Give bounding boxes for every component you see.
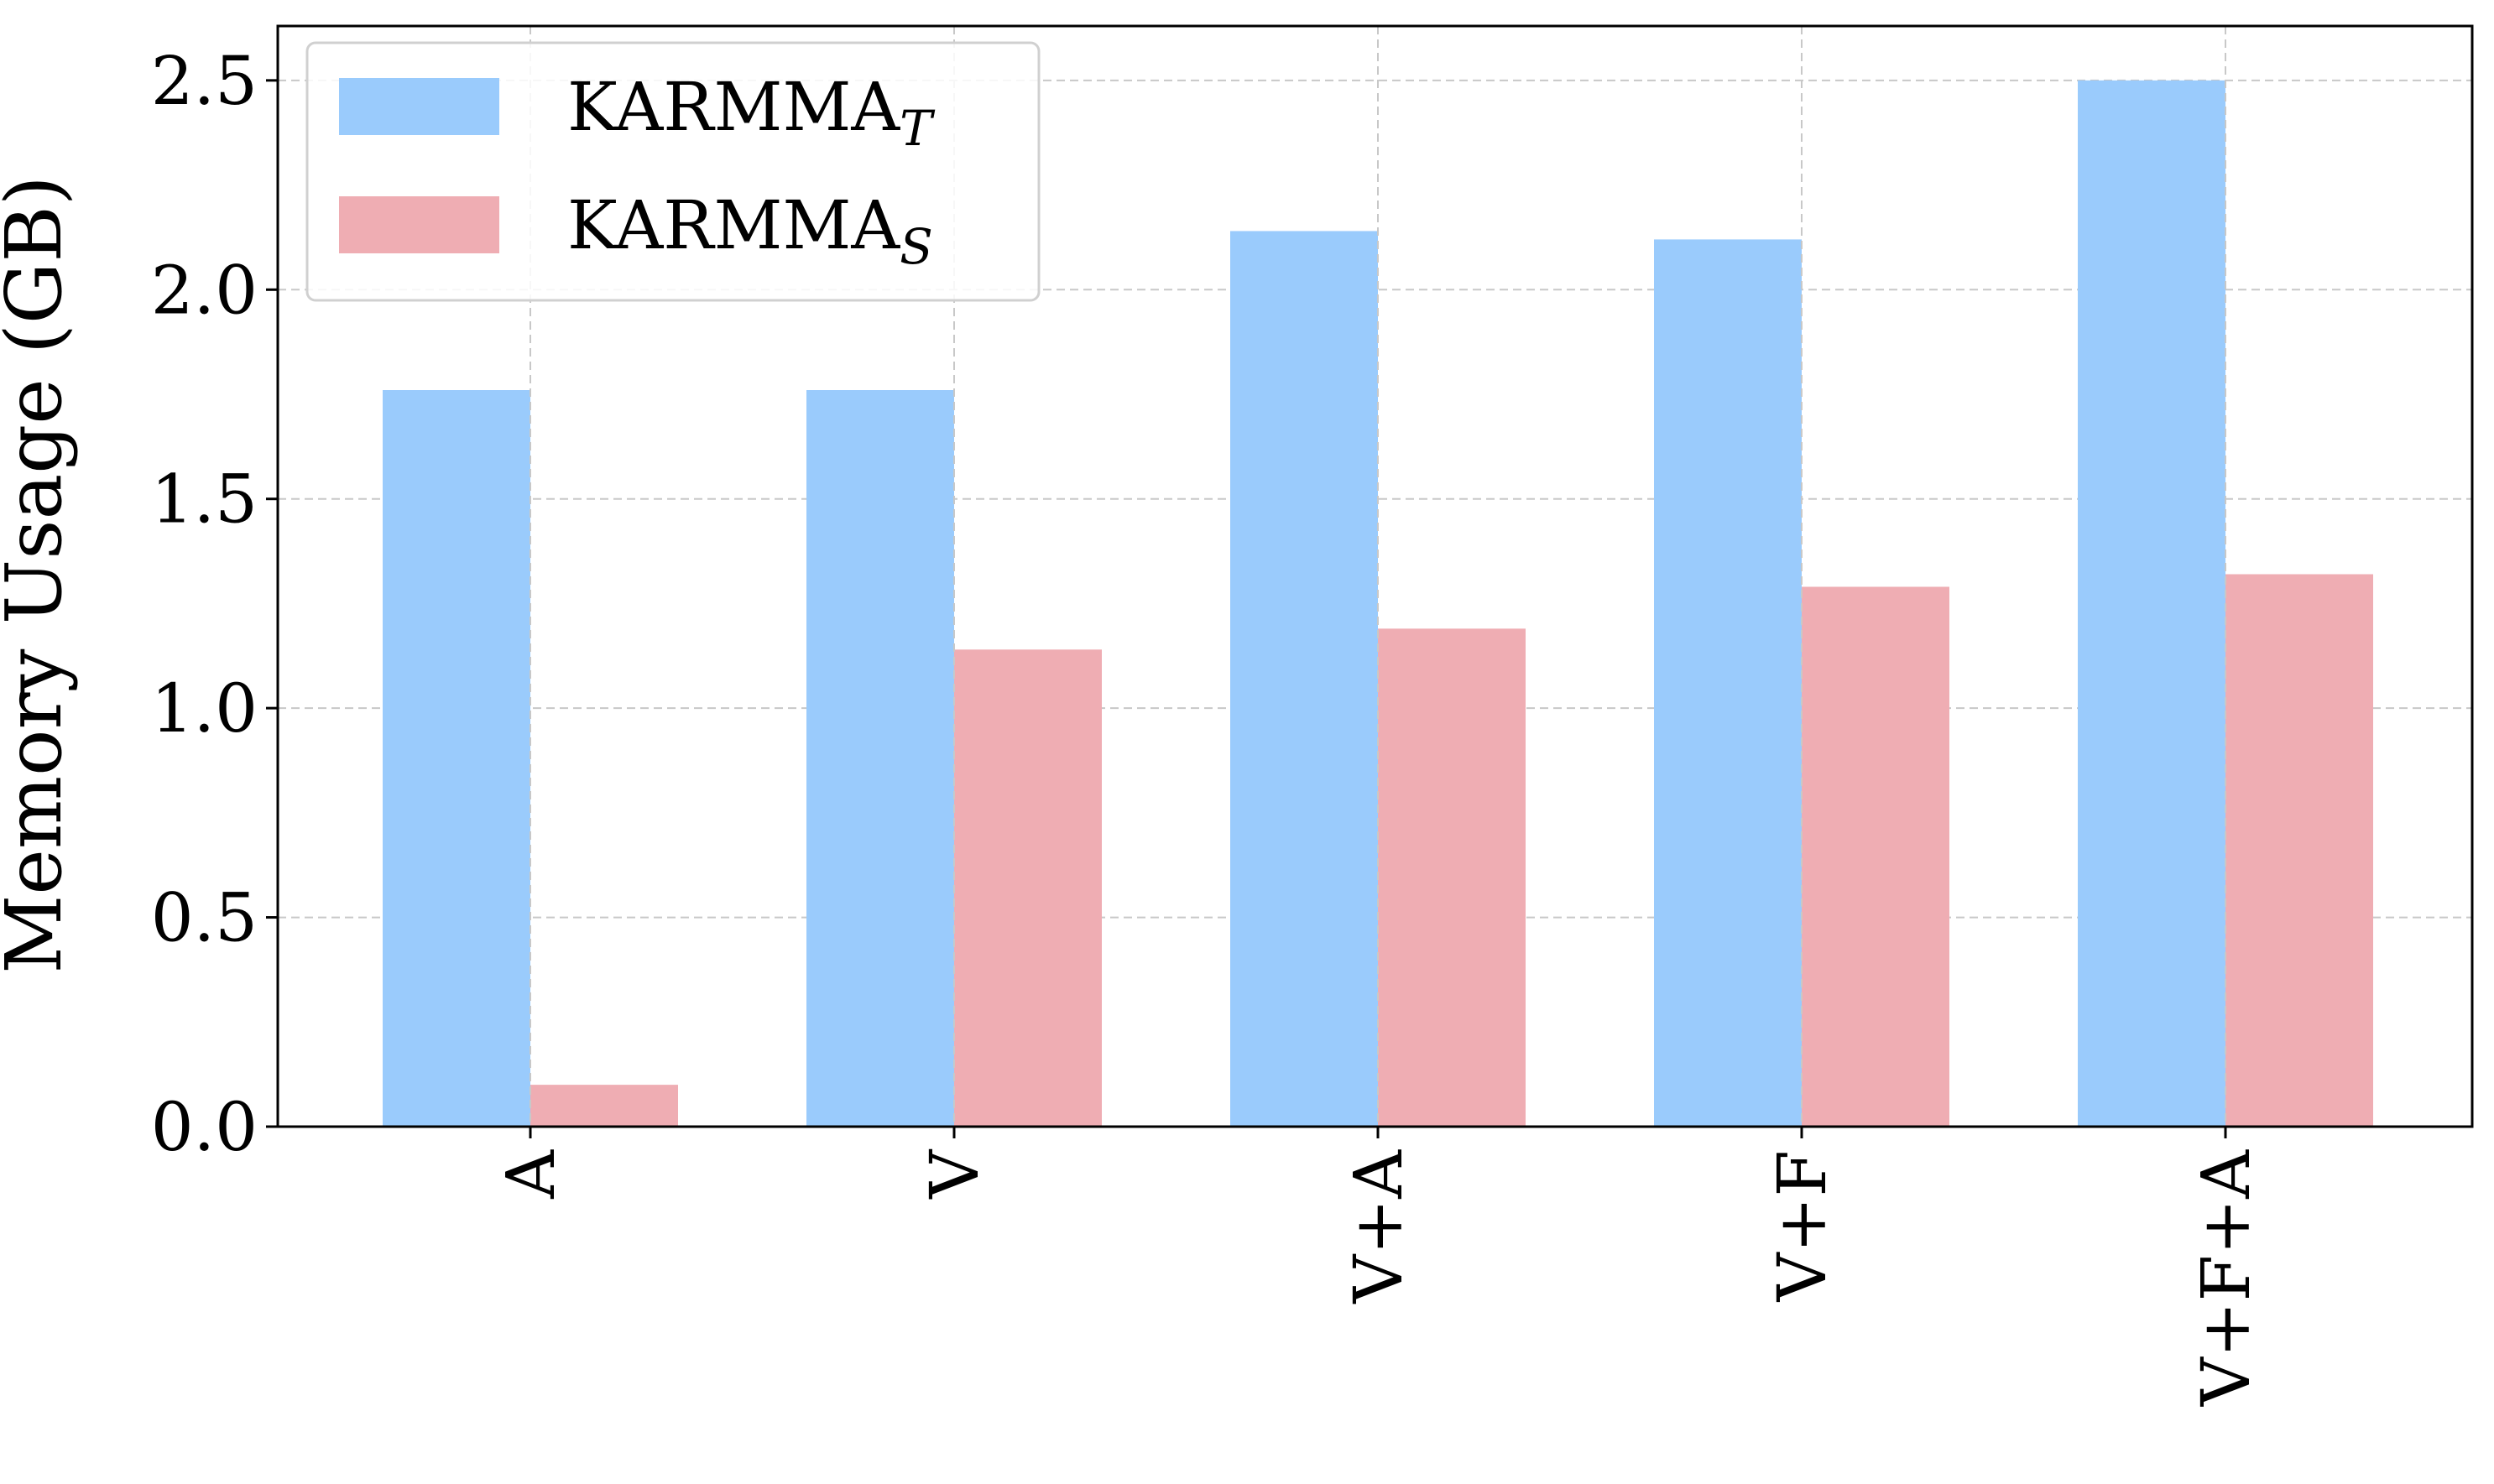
plot-frame <box>276 24 2474 1128</box>
y-tick-label: 1.5 <box>151 461 258 539</box>
bar-t-v-a <box>1230 231 1378 1127</box>
y-tick-label: 2.5 <box>151 42 258 120</box>
bar-t-v-f <box>1654 239 1802 1127</box>
legend-swatch <box>339 78 499 135</box>
bar-t-v <box>806 390 954 1127</box>
bar-s-v-f-a <box>2225 574 2373 1127</box>
bar-s-v-a <box>1378 628 1526 1127</box>
legend: KARMMAT KARMMAS <box>305 41 1041 302</box>
y-tick-label: 0.5 <box>151 879 258 957</box>
x-tick-label: V <box>916 1149 994 1200</box>
y-axis-ticks: 0.0 0.5 1.0 1.5 2.0 2.5 <box>151 42 278 1166</box>
x-tick-label: A <box>492 1149 570 1200</box>
vertical-grid-lines <box>530 26 2226 1127</box>
x-tick-label: V+A <box>1339 1149 1417 1304</box>
y-tick-label: 0.0 <box>151 1088 258 1166</box>
legend-swatch <box>339 196 499 253</box>
bar-s-v-f <box>1802 586 1949 1127</box>
x-tick-label: V+F+A <box>2187 1149 2265 1407</box>
x-tick-label: V+F <box>1763 1150 1841 1302</box>
bar-t-a <box>383 390 530 1127</box>
y-axis-label: Memory Usage (GB) <box>0 175 79 974</box>
bar-s-a <box>530 1085 678 1127</box>
legend-label: KARMMAS <box>567 186 933 275</box>
bar-t-v-f-a <box>2078 80 2225 1127</box>
bar-s-v <box>954 649 1102 1127</box>
legend-label: KARMMAT <box>567 68 936 157</box>
y-tick-label: 2.0 <box>151 251 258 329</box>
x-axis-ticks: A V V+A V+F V+F+A <box>492 1127 2265 1407</box>
y-tick-label: 1.0 <box>151 669 258 747</box>
bars <box>383 80 2373 1127</box>
